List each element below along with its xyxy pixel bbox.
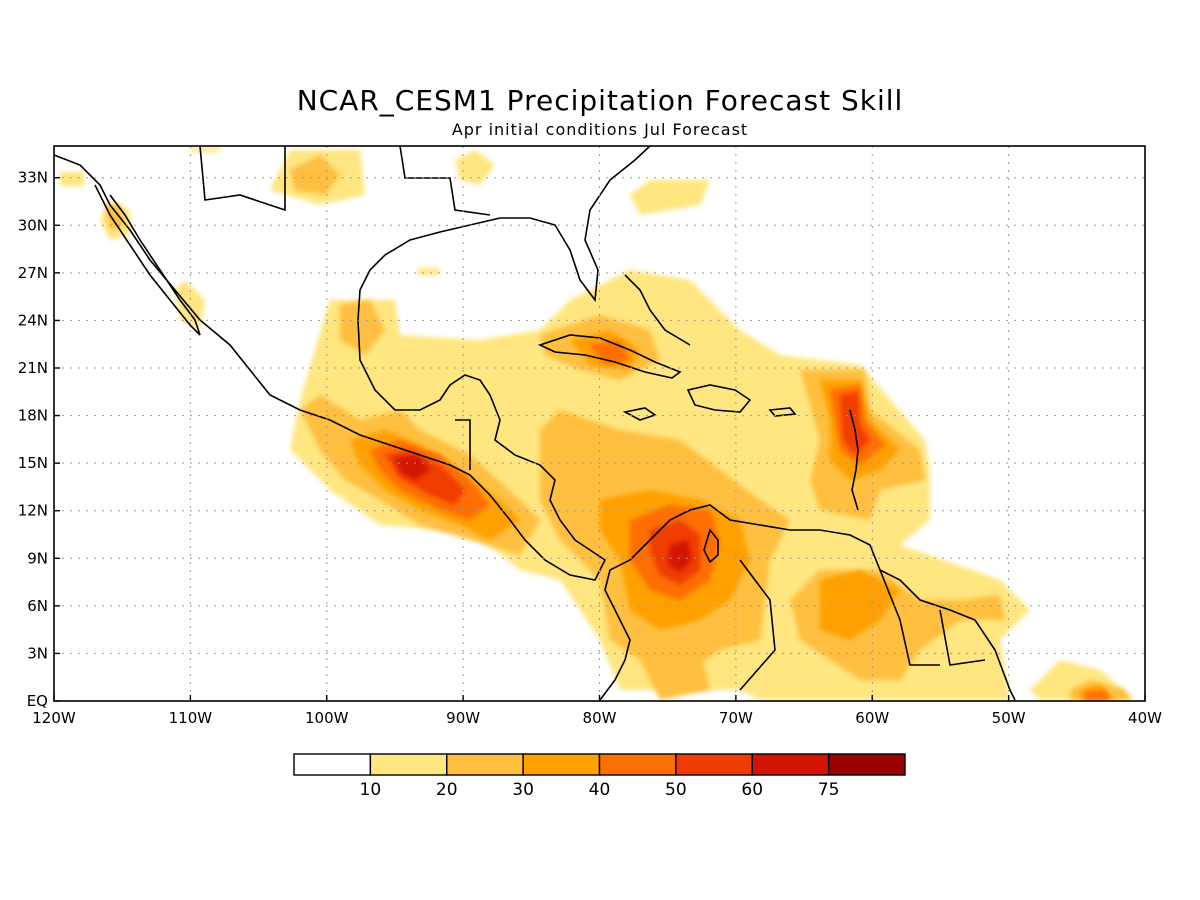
x-tick-label: 60W <box>855 709 889 727</box>
x-tick-label: 40W <box>1128 709 1162 727</box>
y-tick-label: 3N <box>27 644 48 662</box>
coastline-layer <box>54 146 1016 701</box>
map-subtitle: Apr initial conditions Jul Forecast <box>451 120 749 139</box>
colorbar-swatch <box>598 753 677 776</box>
colorbar-swatch <box>293 753 372 776</box>
colorbar-swatch <box>369 753 448 776</box>
skill-fill-layer <box>60 147 1135 700</box>
colorbar-label: 10 <box>360 780 382 800</box>
y-tick-label: 12N <box>18 502 48 520</box>
colorbar-label: 60 <box>741 780 763 800</box>
y-tick-label: 15N <box>18 454 48 472</box>
y-tick-label: EQ <box>27 692 48 710</box>
colorbar-label: 30 <box>512 780 534 800</box>
x-tick-label: 50W <box>992 709 1026 727</box>
colorbar-label: 20 <box>436 780 458 800</box>
colorbar-label: 75 <box>818 780 840 800</box>
y-axis-ticks: EQ 3N 6N 9N 12N 15N 18N 21N 24N 27N 30N 33N <box>18 169 60 710</box>
colorbar-label: 50 <box>665 780 687 800</box>
colorbar-swatch <box>522 753 601 776</box>
y-tick-label: 21N <box>18 359 48 377</box>
y-tick-label: 33N <box>18 169 48 187</box>
gridlines <box>54 146 1145 701</box>
y-tick-label: 27N <box>18 264 48 282</box>
skill-level-60-fill <box>395 455 692 572</box>
x-tick-label: 100W <box>305 709 349 727</box>
x-tick-label: 110W <box>169 709 213 727</box>
colorbar-swatch <box>675 753 753 776</box>
x-tick-label: 80W <box>583 709 617 727</box>
colorbar-label: 40 <box>589 780 611 800</box>
x-tick-label: 90W <box>446 709 480 727</box>
x-axis-ticks: 120W 110W 100W 90W 80W 70W 60W 50W 40W <box>32 695 1162 727</box>
y-tick-label: 24N <box>18 311 48 329</box>
x-tick-label: 70W <box>719 709 753 727</box>
colorbar-swatch <box>827 753 906 776</box>
y-tick-label: 18N <box>18 407 48 425</box>
map-title: NCAR_CESM1 Precipitation Forecast Skill <box>296 84 904 117</box>
colorbar: 10 20 30 40 50 60 75 <box>293 753 906 800</box>
y-tick-label: 6N <box>27 597 48 615</box>
colorbar-swatch <box>751 753 830 776</box>
y-tick-label: 9N <box>27 549 48 567</box>
colorbar-swatch <box>446 753 524 776</box>
y-tick-label: 30N <box>18 216 48 234</box>
x-tick-label: 120W <box>32 709 76 727</box>
